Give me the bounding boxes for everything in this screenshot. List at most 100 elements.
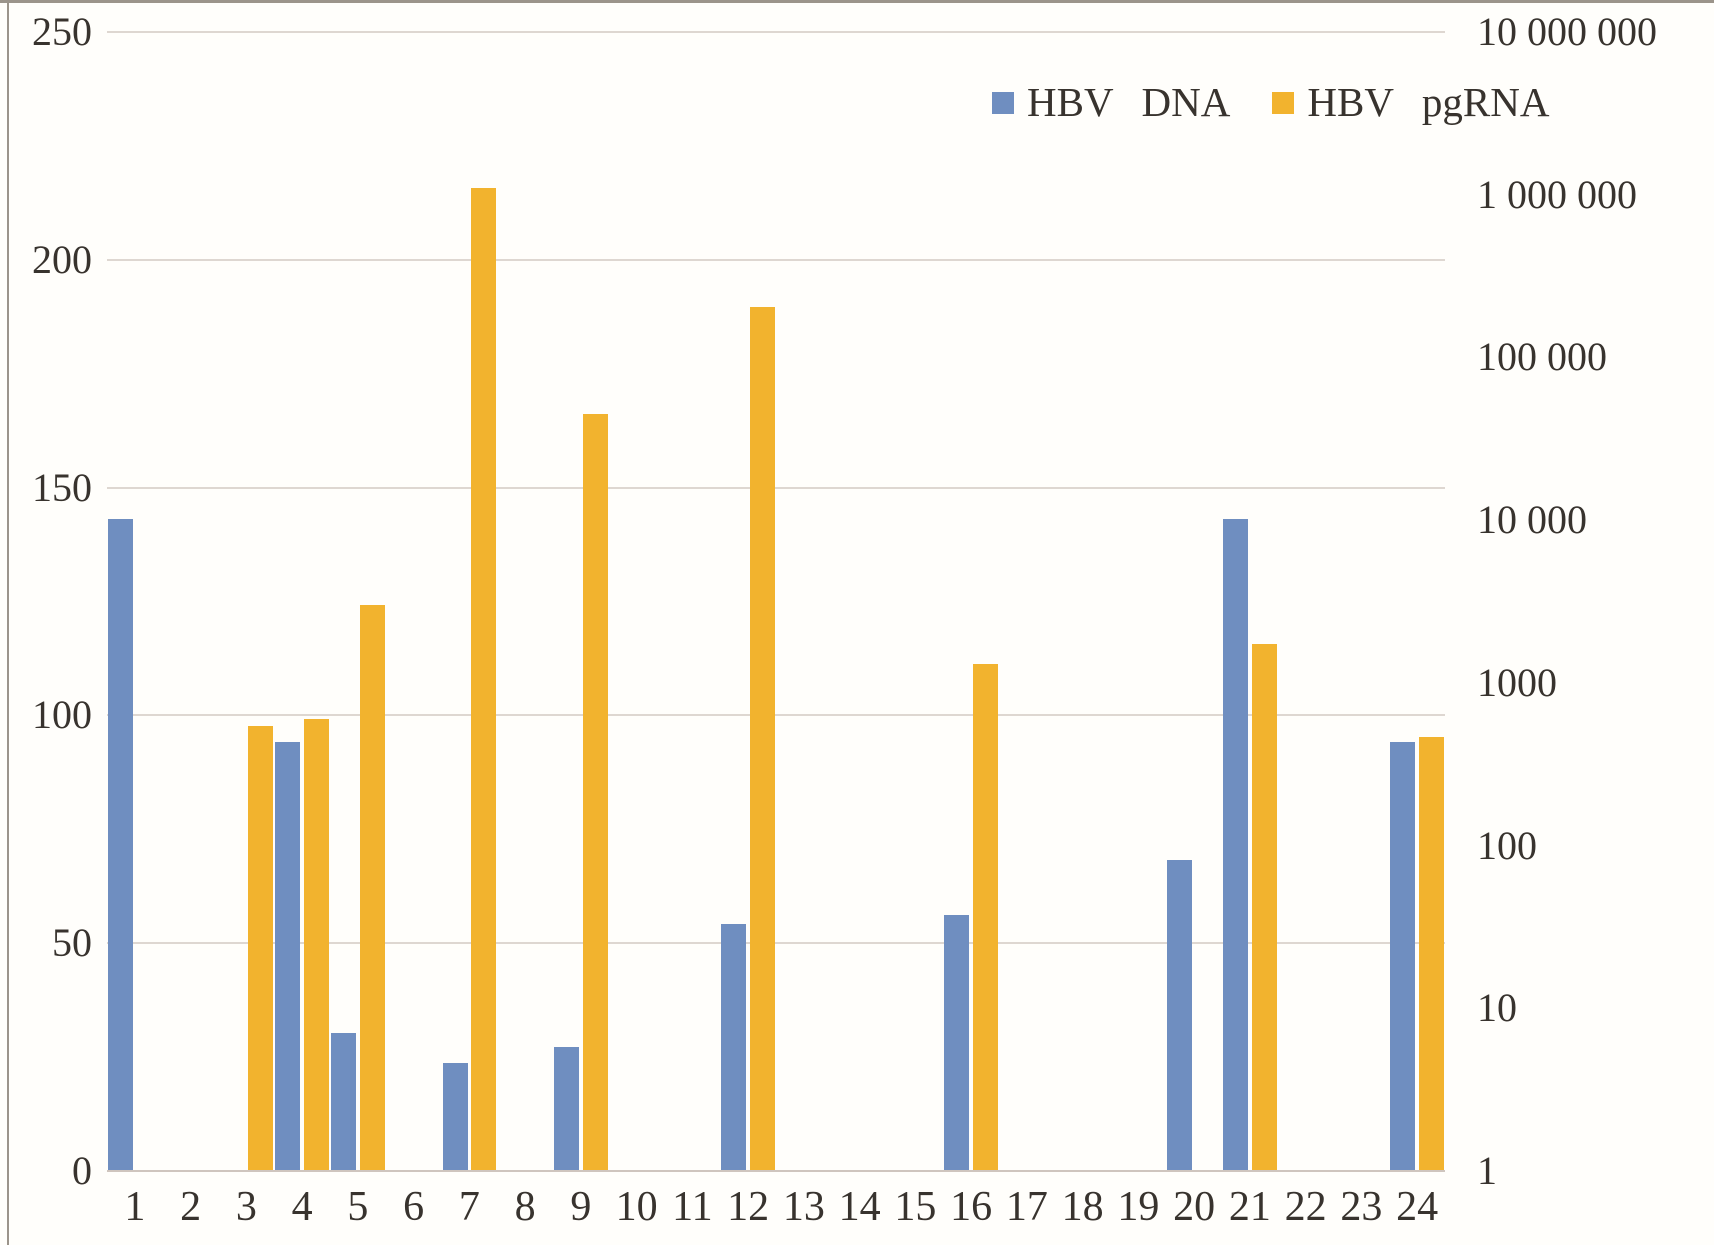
y-axis-tick-right-100000: 100 000 <box>1477 334 1607 380</box>
y-axis-tick-left-200: 200 <box>32 236 92 282</box>
bar-hbv-dna-1 <box>108 518 134 1170</box>
category-slot-2 <box>163 32 219 1171</box>
x-axis-label-6: 6 <box>403 1184 425 1230</box>
x-axis-label-14: 14 <box>838 1184 881 1230</box>
category-slot-11 <box>665 32 721 1171</box>
category-slot-4 <box>274 32 330 1171</box>
category-slot-23 <box>1334 32 1390 1171</box>
category-slot-7 <box>442 32 498 1171</box>
legend-label-hbv-dna: HBV DNA <box>1027 79 1231 125</box>
y-axis-tick-right-100: 100 <box>1477 822 1537 868</box>
legend-swatch-hbv-dna-icon <box>992 91 1014 114</box>
x-axis-label-9: 9 <box>570 1184 592 1230</box>
bar-hbv-dna-12 <box>721 923 747 1170</box>
y-axis-tick-left-0: 0 <box>72 1148 92 1193</box>
y-axis-tick-right-1000: 1000 <box>1477 659 1557 705</box>
x-axis-label-21: 21 <box>1228 1184 1271 1230</box>
y-axis-tick-left-150: 150 <box>32 464 92 510</box>
y-axis-right: 1 10 100 1000 10 000 100 000 1 000 000 10 000 0… <box>1477 12 1712 1191</box>
gridline-150 <box>107 486 1445 489</box>
category-slot-19 <box>1111 32 1167 1171</box>
category-slot-15 <box>888 32 944 1171</box>
gridline-100 <box>107 714 1445 717</box>
y-axis-tick-right-10: 10 <box>1477 985 1517 1031</box>
category-slot-6 <box>386 32 442 1171</box>
category-slot-24 <box>1389 32 1445 1171</box>
gridline-250 <box>107 31 1445 33</box>
bar-hbv-dna-5 <box>331 1033 357 1170</box>
plot-area <box>107 31 1445 1172</box>
bar-hbv-dna-20 <box>1167 860 1193 1170</box>
bar-hbv-pgrna-21 <box>1251 643 1277 1170</box>
category-slot-14 <box>832 32 888 1171</box>
x-axis-label-5: 5 <box>347 1184 369 1230</box>
category-slot-8 <box>497 32 553 1171</box>
x-axis-label-17: 17 <box>1005 1184 1048 1230</box>
legend-label-hbv-pgrna: HBV pgRNA <box>1307 79 1550 125</box>
x-axis-label-11: 11 <box>672 1184 713 1230</box>
category-slot-3 <box>219 32 275 1171</box>
x-axis-label-19: 19 <box>1117 1184 1160 1230</box>
bar-hbv-pgrna-7 <box>471 188 497 1170</box>
bar-hbv-dna-16 <box>944 914 970 1170</box>
x-axis-label-7: 7 <box>458 1184 480 1230</box>
category-slot-9 <box>553 32 609 1171</box>
legend-swatch-hbv-pgrna-icon <box>1272 91 1295 114</box>
y-axis-tick-right-1: 1 <box>1477 1148 1497 1193</box>
y-axis-tick-right-10000000: 10 000 000 <box>1477 9 1657 54</box>
category-slot-18 <box>1055 32 1111 1171</box>
category-slot-12 <box>720 32 776 1171</box>
bar-hbv-pgrna-5 <box>359 605 385 1170</box>
bars-layer <box>107 32 1445 1171</box>
bar-hbv-dna-7 <box>442 1062 468 1170</box>
x-axis-label-13: 13 <box>782 1184 825 1230</box>
y-axis-tick-right-10000: 10 000 <box>1477 497 1587 543</box>
figure-border-top <box>0 0 1714 3</box>
category-slot-20 <box>1166 32 1222 1171</box>
bar-hbv-dna-24 <box>1390 741 1416 1170</box>
x-axis-label-20: 20 <box>1173 1184 1216 1230</box>
bar-hbv-dna-21 <box>1223 518 1249 1170</box>
x-axis-label-2: 2 <box>180 1184 202 1230</box>
legend: HBV DNA HBV pgRNA <box>992 82 1549 123</box>
x-axis-label-1: 1 <box>124 1184 146 1230</box>
x-axis-label-8: 8 <box>514 1184 536 1230</box>
bar-hbv-dna-4 <box>275 741 301 1170</box>
category-slot-17 <box>999 32 1055 1171</box>
gridline-200 <box>107 258 1445 261</box>
x-axis-label-16: 16 <box>950 1184 993 1230</box>
legend-item-hbv-pgrna: HBV pgRNA <box>1272 82 1549 123</box>
x-axis-label-4: 4 <box>291 1184 313 1230</box>
bar-hbv-pgrna-12 <box>749 306 775 1170</box>
bar-hbv-pgrna-24 <box>1418 737 1444 1170</box>
x-axis-label-12: 12 <box>727 1184 770 1230</box>
bar-hbv-dna-9 <box>554 1047 580 1170</box>
y-axis-tick-left-100: 100 <box>32 692 92 738</box>
category-slot-10 <box>609 32 665 1171</box>
gridline-50 <box>107 942 1445 945</box>
category-slot-21 <box>1222 32 1278 1171</box>
gridline-0 <box>107 1170 1445 1172</box>
x-axis-label-3: 3 <box>235 1184 257 1230</box>
category-slot-1 <box>107 32 163 1171</box>
y-axis-left: 0 50 100 150 200 250 <box>0 12 92 1191</box>
category-slot-13 <box>776 32 832 1171</box>
bar-hbv-pgrna-9 <box>582 413 608 1170</box>
x-axis-label-10: 10 <box>615 1184 658 1230</box>
x-axis-label-22: 22 <box>1284 1184 1327 1230</box>
y-axis-tick-right-1000000: 1 000 000 <box>1477 171 1637 217</box>
x-axis-label-24: 24 <box>1396 1184 1439 1230</box>
bar-hbv-pgrna-16 <box>972 664 998 1170</box>
category-slot-16 <box>943 32 999 1171</box>
y-axis-tick-left-50: 50 <box>52 920 92 966</box>
x-axis-label-15: 15 <box>894 1184 937 1230</box>
figure-border-left <box>7 0 9 1245</box>
y-axis-tick-left-250: 250 <box>32 9 92 54</box>
category-slot-5 <box>330 32 386 1171</box>
category-slot-22 <box>1278 32 1334 1171</box>
bar-hbv-pgrna-4 <box>303 718 329 1170</box>
x-axis-label-18: 18 <box>1061 1184 1104 1230</box>
x-axis-label-23: 23 <box>1340 1184 1383 1230</box>
legend-item-hbv-dna: HBV DNA <box>992 82 1230 123</box>
